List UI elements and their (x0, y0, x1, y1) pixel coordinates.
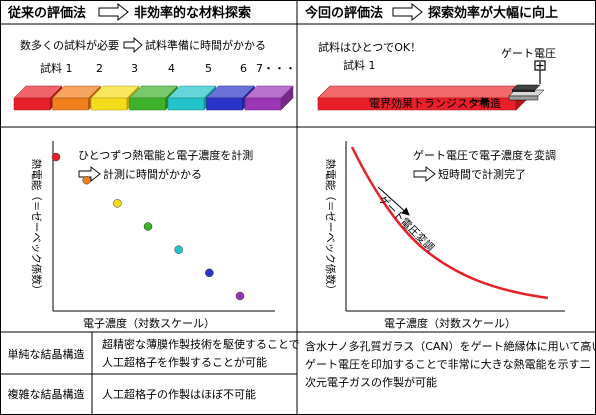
right-header-result: 探索効率が大幅に向上 (428, 5, 558, 21)
hollow-arrow-icon (78, 166, 101, 182)
right-chart: 熱電能（＝ゼーベック係数） 電子濃度（対数スケール） ゲート電圧で電子濃度を変調… (324, 141, 565, 330)
left-header-result: 非効率的な材料探索 (134, 5, 251, 21)
right-sample-label: 試料 1 (343, 58, 376, 72)
hollow-arrow-icon (123, 37, 143, 53)
left-x-axis-label: 電子濃度（対数スケール） (83, 316, 215, 330)
data-point-4 (143, 222, 153, 231)
right-header: 今回の評価法 探索効率が大幅に向上 (304, 2, 558, 22)
row-label-complex: 複雑な結晶構造 (8, 387, 85, 401)
row-text-simple-1: 超精密な薄膜作製技術を駆使することで (102, 337, 300, 351)
bottom-right-text: 含水ナノ多孔質ガラス（CAN）をゲート絶縁体に用いて高い ゲート電圧を印加するこ… (305, 339, 596, 389)
data-point-1 (51, 152, 61, 162)
left-note-1: ひとつずつ熱電能と電子濃度を計測 (78, 148, 253, 162)
one-sample-note: 試料はひとつでOK！ (318, 40, 421, 54)
bottom-right-line-1: 含水ナノ多孔質ガラス（CAN）をゲート絶縁体に用いて高い (305, 339, 596, 353)
right-sample-area: 試料はひとつでOK！ 試料 1 ゲート電圧 電界効果トランジスタ構造 (317, 40, 556, 111)
sample-label-7: 7・・・ (256, 62, 296, 75)
hollow-arrow-icon (392, 2, 423, 22)
data-point-3 (113, 199, 122, 208)
sample-label-4: 4 (168, 62, 175, 75)
bottom-right-line-3: 次元電子ガスの作製が可能 (305, 375, 437, 389)
sample-bar-5 (167, 85, 217, 111)
hollow-arrow-icon (413, 166, 436, 182)
left-header: 従来の評価法 非効率的な材料探索 (7, 2, 251, 22)
right-header-title: 今回の評価法 (304, 5, 383, 21)
fet-device (317, 84, 545, 111)
gate-wire (534, 60, 546, 84)
curve-direction-arrow (377, 186, 410, 216)
row-text-complex: 人工超格子の作製はほぼ不可能 (102, 387, 256, 401)
bottom-left-table: 単純な結晶構造 超精密な薄膜作製技術を駆使することで 人工超格子を作製することが… (8, 337, 300, 401)
prep-note: 数多くの試料が必要 (20, 38, 119, 52)
hollow-arrow-icon (98, 2, 129, 22)
sample-label-6: 6 (240, 62, 247, 75)
sample-label-5: 5 (205, 62, 212, 75)
data-point-5 (174, 245, 183, 254)
right-x-axis-label: 電子濃度（対数スケール） (384, 316, 516, 330)
left-chart: 熱電能（＝ゼーベック係数） 電子濃度（対数スケール） ひとつずつ熱電能と電子濃度… (30, 141, 275, 330)
curve-label: ゲート電圧変調 (376, 193, 437, 254)
sample-label-2: 2 (96, 62, 103, 75)
data-point-7 (235, 291, 245, 301)
right-y-axis-label: 熱電能（＝ゼーベック係数） (324, 159, 337, 296)
prep-time: 試料準備に時間がかかる (145, 38, 266, 52)
data-point-6 (205, 268, 214, 278)
chart-curve (350, 146, 549, 300)
row-label-simple: 単純な結晶構造 (8, 347, 85, 361)
sample-label-1: 試料 1 (40, 61, 73, 75)
fet-label: 電界効果トランジスタ構造 (369, 96, 501, 110)
left-header-title: 従来の評価法 (7, 5, 86, 21)
left-y-axis-label: 熱電能（＝ゼーベック係数） (30, 159, 43, 296)
gate-label: ゲート電圧 (501, 47, 556, 60)
data-point-2 (82, 175, 91, 185)
left-note-2: 計測に時間がかかる (103, 167, 202, 181)
left-samples-area: 数多くの試料が必要 試料準備に時間がかかる 試料 1 2 3 4 5 6 7・・・ (13, 37, 296, 111)
sample-bar-7 (244, 85, 294, 111)
bottom-right-line-2: ゲート電圧を印加することで非常に大きな熱電能を示す二 (305, 357, 591, 371)
row-text-simple-2: 人工超格子を作製することが可能 (102, 355, 267, 369)
right-note-2: 短時間で計測完了 (438, 167, 526, 181)
right-note-1: ゲート電圧で電子濃度を変調 (413, 148, 556, 162)
sample-label-3: 3 (131, 62, 138, 75)
